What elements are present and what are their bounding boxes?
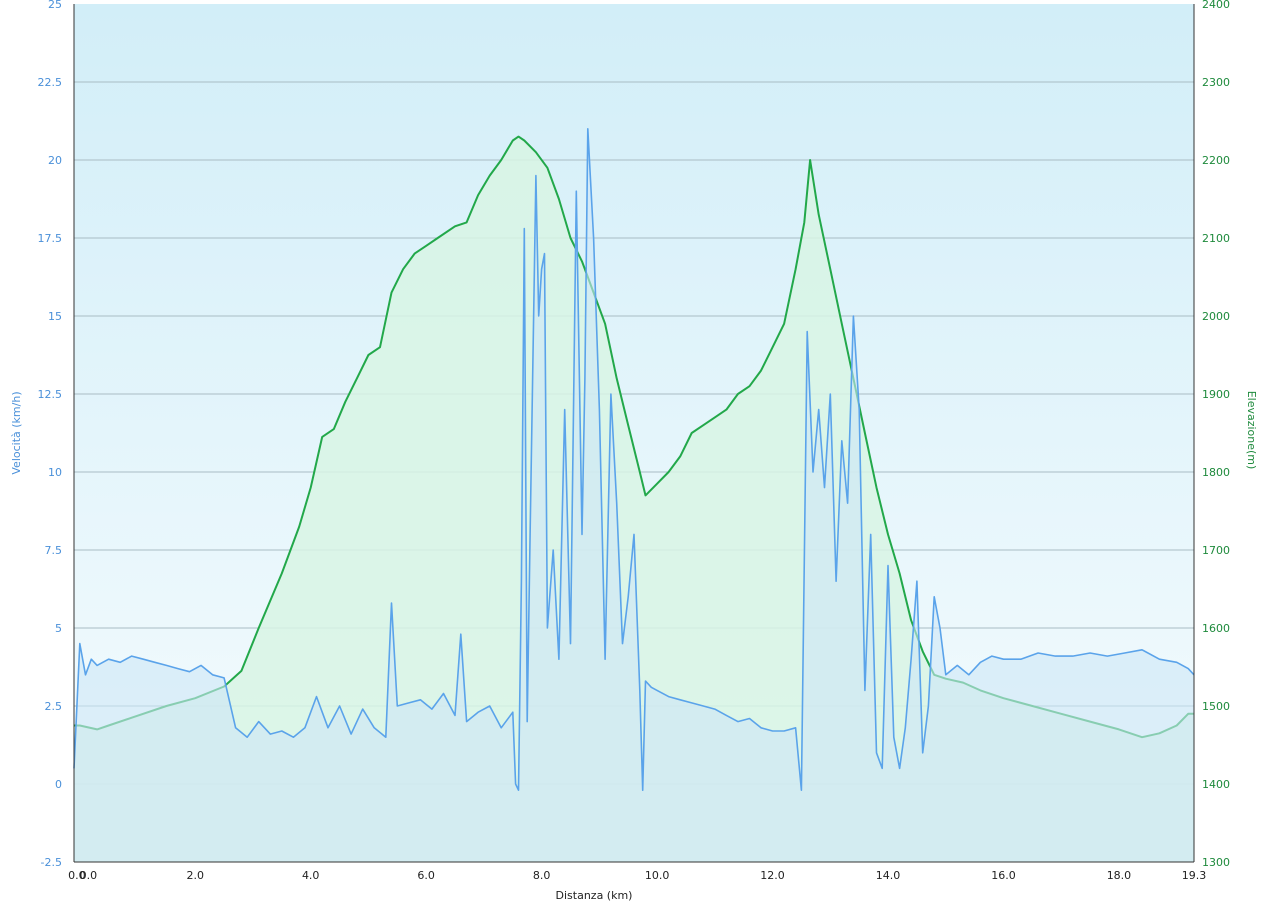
x-axis-title: Distanza (km): [556, 889, 633, 902]
x-tick-label: 16.0: [991, 869, 1016, 882]
right-tick-label: 1900: [1202, 388, 1230, 401]
left-tick-label: 10: [48, 466, 62, 479]
x-tick-label: 19.3: [1182, 869, 1207, 882]
right-tick-label: 1500: [1202, 700, 1230, 713]
left-axis-ticks: -2.5 0 2.5 5 7.5 10 12.5 15 17.5 20 22.5 25: [38, 0, 63, 869]
x-tick-label: 14.0: [876, 869, 901, 882]
left-tick-label: 12.5: [38, 388, 63, 401]
left-tick-label: 7.5: [45, 544, 63, 557]
left-axis-title: Velocità (km/h): [10, 391, 23, 474]
x-tick-label: 2.0: [186, 869, 204, 882]
x-tick-label: 0.0: [68, 869, 86, 882]
left-tick-label: 17.5: [38, 232, 63, 245]
x-tick-label: 8.0: [533, 869, 551, 882]
left-tick-label: 2.5: [45, 700, 63, 713]
x-tick-label: 18.0: [1107, 869, 1132, 882]
left-tick-label: 22.5: [38, 76, 63, 89]
speed-line: [73, 128, 1195, 791]
x-tick-label: 6.0: [417, 869, 435, 882]
right-axis-ticks: 1300 1400 1500 1600 1700 1800 1900 2000 2100 2200…: [1202, 0, 1230, 869]
left-tick-label: -2.5: [41, 856, 62, 869]
left-tick-label: 25: [48, 0, 62, 11]
left-tick-label: 5: [55, 622, 62, 635]
right-tick-label: 1700: [1202, 544, 1230, 557]
right-tick-label: 2000: [1202, 310, 1230, 323]
x-tick-label: 0.0: [80, 869, 98, 882]
left-tick-label: 15: [48, 310, 62, 323]
elevation-line: [74, 135, 1194, 739]
x-axis-ticks: 0.00.0 2.0 4.0 6.0 8.0 10.0 12.0 14.0 16.0 18.0 19…: [68, 869, 1206, 882]
right-tick-label: 1400: [1202, 778, 1230, 791]
x-tick-label: 10.0: [645, 869, 670, 882]
speed-area: [74, 128, 1194, 863]
left-tick-label: 20: [48, 154, 62, 167]
right-tick-label: 2400: [1202, 0, 1230, 11]
right-tick-label: 2300: [1202, 76, 1230, 89]
right-tick-label: 2100: [1202, 232, 1230, 245]
right-tick-label: 2200: [1202, 154, 1230, 167]
x-tick-label: 12.0: [760, 869, 785, 882]
series-layer: [73, 128, 1195, 863]
right-tick-label: 1300: [1202, 856, 1230, 869]
x-tick-label: 4.0: [302, 869, 320, 882]
left-tick-label: 0: [55, 778, 62, 791]
right-tick-label: 1600: [1202, 622, 1230, 635]
right-axis-title: Elevazione(m): [1245, 391, 1258, 470]
right-tick-label: 1800: [1202, 466, 1230, 479]
